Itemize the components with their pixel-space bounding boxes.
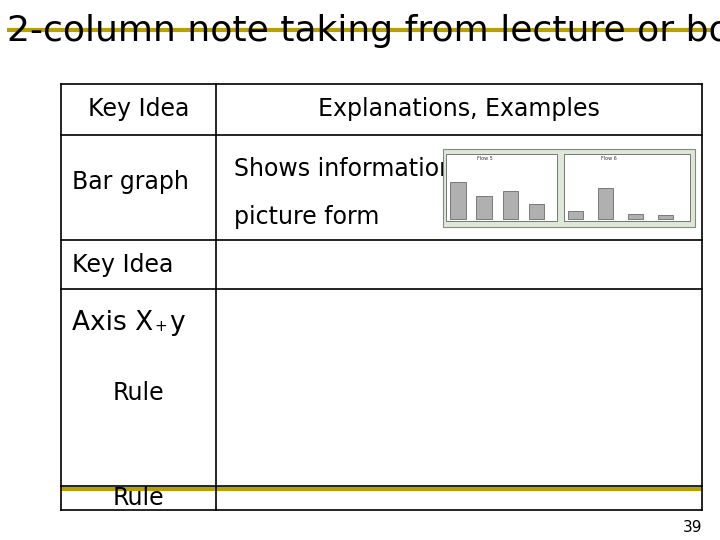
Bar — [568, 211, 583, 219]
Text: Bar graph: Bar graph — [72, 170, 189, 194]
Text: 39: 39 — [683, 519, 702, 535]
Text: Explanations, Examples: Explanations, Examples — [318, 97, 600, 122]
Bar — [628, 214, 644, 219]
Text: Key Idea: Key Idea — [72, 253, 174, 276]
Text: picture form: picture form — [234, 205, 379, 229]
Text: 2-column note taking from lecture or books: 2-column note taking from lecture or boo… — [7, 14, 720, 48]
Text: Rule: Rule — [113, 486, 164, 510]
Bar — [528, 204, 544, 219]
Bar — [658, 214, 673, 219]
Text: Rule: Rule — [113, 381, 164, 405]
Bar — [598, 188, 613, 219]
Text: +: + — [155, 319, 168, 334]
Text: Flow 6: Flow 6 — [600, 156, 616, 160]
Bar — [477, 196, 492, 219]
Bar — [564, 154, 690, 221]
Text: y: y — [169, 310, 185, 336]
Bar — [450, 182, 466, 219]
Text: Shows information in: Shows information in — [234, 157, 483, 180]
Bar — [443, 148, 695, 227]
Text: Axis X: Axis X — [72, 310, 153, 336]
Bar — [503, 191, 518, 219]
Text: Flow 5: Flow 5 — [477, 156, 493, 160]
Text: Key Idea: Key Idea — [88, 97, 189, 122]
Bar — [446, 154, 557, 221]
